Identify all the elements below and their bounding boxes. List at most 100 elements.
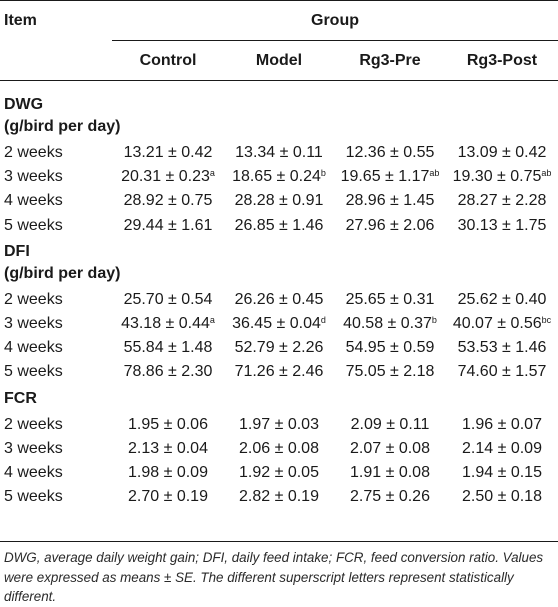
cell-superscript: b <box>320 168 326 179</box>
cell-value: 40.58 ± 0.37 <box>343 315 432 332</box>
cell-value: 27.96 ± 2.06 <box>345 216 435 234</box>
table-cell: 1.94 ± 0.15 <box>446 464 558 482</box>
section-title: DWG <box>4 96 44 113</box>
cell-value: 26.85 ± 1.46 <box>234 216 324 234</box>
cell-value: 2.09 ± 0.11 <box>350 415 430 433</box>
cell-value: 25.65 ± 0.31 <box>345 290 435 308</box>
table-cell: 12.36 ± 0.55 <box>334 144 446 162</box>
table-cell: 13.09 ± 0.42 <box>446 144 558 162</box>
table-cell: 26.26 ± 0.45 <box>224 291 334 309</box>
table-cell: 26.85 ± 1.46 <box>224 217 334 235</box>
item-header: Item <box>4 12 37 29</box>
table-cell: 25.62 ± 0.40 <box>446 291 558 309</box>
cell-value: 13.34 ± 0.11 <box>235 144 323 161</box>
cell-value: 71.26 ± 2.46 <box>234 363 324 381</box>
row-label: 2 weeks <box>4 144 63 161</box>
cell-superscript: bc <box>541 315 552 325</box>
table-cell: 27.96 ± 2.06 <box>334 217 446 235</box>
bottom-rule <box>0 541 558 542</box>
cell-value: 1.96 ± 0.07 <box>462 415 542 433</box>
table-cell: 2.06 ± 0.08 <box>224 440 334 458</box>
table-cell: 75.05 ± 2.18 <box>334 363 446 381</box>
table-cell: 25.70 ± 0.54 <box>112 291 224 309</box>
table-cell: 53.53 ± 1.46 <box>446 339 558 357</box>
table-cell: 28.96 ± 1.45 <box>334 192 446 210</box>
row-label: 2 weeks <box>4 415 63 433</box>
cell-value: 1.92 ± 0.05 <box>239 464 319 481</box>
column-header-control: Control <box>139 52 197 69</box>
cell-superscript: d <box>320 315 326 325</box>
cell-value: 2.75 ± 0.26 <box>350 488 430 506</box>
table-cell: 52.79 ± 2.26 <box>224 339 334 357</box>
table-cell: 40.58 ± 0.37b <box>334 315 446 333</box>
cell-value: 25.62 ± 0.40 <box>457 290 547 308</box>
group-rule <box>112 40 558 41</box>
table-cell: 29.44 ± 1.61 <box>112 217 224 235</box>
table-footnote: DWG, average daily weight gain; DFI, dai… <box>4 550 544 604</box>
cell-value: 36.45 ± 0.04 <box>232 315 321 332</box>
cell-superscript: ab <box>429 168 440 179</box>
cell-value: 1.98 ± 0.09 <box>128 464 208 481</box>
table-cell: 2.50 ± 0.18 <box>446 488 558 506</box>
cell-value: 26.26 ± 0.45 <box>234 290 324 308</box>
cell-value: 2.82 ± 0.19 <box>239 488 319 506</box>
row-label: 5 weeks <box>4 216 63 234</box>
row-label: 5 weeks <box>4 363 63 381</box>
cell-value: 28.27 ± 2.28 <box>457 192 547 210</box>
cell-value: 1.91 ± 0.08 <box>350 464 430 481</box>
cell-value: 54.95 ± 0.59 <box>345 339 435 357</box>
cell-superscript: a <box>209 315 215 325</box>
table-cell: 78.86 ± 2.30 <box>112 363 224 381</box>
section-title: FCR <box>4 389 37 407</box>
table-cell: 2.09 ± 0.11 <box>334 416 446 434</box>
header-rule <box>0 80 558 81</box>
table-cell: 1.92 ± 0.05 <box>224 464 334 482</box>
cell-value: 28.28 ± 0.91 <box>234 192 324 210</box>
cell-value: 25.70 ± 0.54 <box>123 290 213 308</box>
cell-value: 2.13 ± 0.04 <box>128 439 208 457</box>
cell-value: 2.70 ± 0.19 <box>128 488 208 506</box>
cell-value: 13.09 ± 0.42 <box>457 144 547 161</box>
cell-value: 2.06 ± 0.08 <box>239 439 319 457</box>
table-cell: 1.95 ± 0.06 <box>112 416 224 434</box>
section-title: DFI <box>4 242 30 260</box>
cell-superscript: a <box>209 168 215 179</box>
column-header-rg3-post: Rg3-Post <box>466 52 538 69</box>
cell-value: 28.96 ± 1.45 <box>345 192 435 210</box>
table-cell: 25.65 ± 0.31 <box>334 291 446 309</box>
table-cell: 1.97 ± 0.03 <box>224 416 334 434</box>
cell-value: 2.50 ± 0.18 <box>462 488 542 506</box>
cell-value: 1.97 ± 0.03 <box>239 415 319 433</box>
cell-value: 52.79 ± 2.26 <box>234 339 324 357</box>
cell-value: 1.95 ± 0.06 <box>128 415 208 433</box>
cell-value: 29.44 ± 1.61 <box>123 216 213 234</box>
table-cell: 74.60 ± 1.57 <box>446 363 558 381</box>
cell-superscript: b <box>431 315 437 325</box>
cell-value: 43.18 ± 0.44 <box>121 315 210 332</box>
row-label: 3 weeks <box>4 315 63 332</box>
table-cell: 1.96 ± 0.07 <box>446 416 558 434</box>
cell-value: 53.53 ± 1.46 <box>457 339 547 357</box>
cell-value: 40.07 ± 0.56 <box>452 315 542 332</box>
column-header-model: Model <box>255 52 303 69</box>
cell-value: 2.07 ± 0.08 <box>350 439 430 457</box>
table-cell: 40.07 ± 0.56bc <box>446 315 558 333</box>
table-cell: 2.75 ± 0.26 <box>334 488 446 506</box>
table-cell: 1.91 ± 0.08 <box>334 464 446 482</box>
table-cell: 71.26 ± 2.46 <box>224 363 334 381</box>
cell-value: 2.14 ± 0.09 <box>462 439 542 457</box>
table-cell: 2.70 ± 0.19 <box>112 488 224 506</box>
table-cell: 2.14 ± 0.09 <box>446 440 558 458</box>
cell-value: 20.31 ± 0.23 <box>121 168 210 186</box>
table-cell: 2.07 ± 0.08 <box>334 440 446 458</box>
cell-value: 55.84 ± 1.48 <box>123 339 213 357</box>
table-cell: 2.13 ± 0.04 <box>112 440 224 458</box>
table-cell: 55.84 ± 1.48 <box>112 339 224 357</box>
table-cell: 30.13 ± 1.75 <box>446 217 558 235</box>
table-cell: 13.21 ± 0.42 <box>112 144 224 162</box>
top-rule <box>0 0 558 1</box>
table-cell: 43.18 ± 0.44a <box>112 315 224 333</box>
table-cell: 20.31 ± 0.23a <box>112 168 224 186</box>
cell-value: 18.65 ± 0.24 <box>232 168 321 186</box>
